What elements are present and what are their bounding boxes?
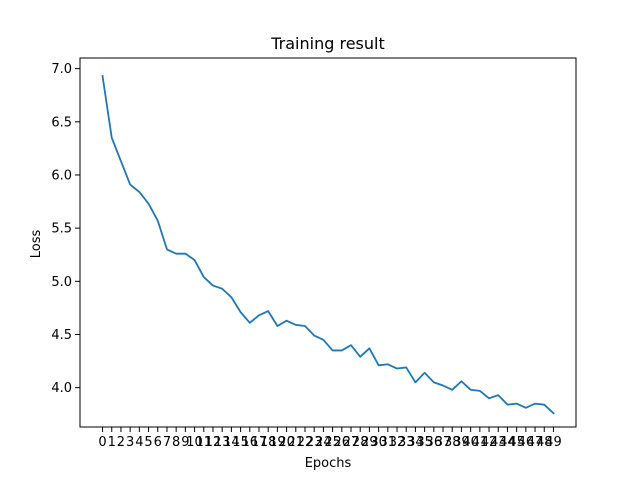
x-tick-label: 12 — [205, 435, 222, 450]
x-tick-label: 16 — [242, 435, 259, 450]
x-tick-label: 42 — [481, 435, 498, 450]
x-tick-label: 36 — [426, 435, 443, 450]
x-tick-label: 39 — [453, 435, 470, 450]
y-tick-label: 4.0 — [51, 381, 72, 396]
x-tick-label: 37 — [435, 435, 452, 450]
x-tick-label: 26 — [334, 435, 351, 450]
x-tick-label: 19 — [269, 435, 286, 450]
x-tick-label: 43 — [490, 435, 507, 450]
x-tick-label: 38 — [444, 435, 461, 450]
x-tick-label: 5 — [144, 435, 152, 450]
x-tick-label: 35 — [416, 435, 433, 450]
x-tick-label: 22 — [297, 435, 314, 450]
x-tick-label: 21 — [288, 435, 305, 450]
x-axis-ticks: 0 1 2 3 4 5 6 7 8 9101112131415161718192021222324… — [98, 427, 562, 450]
x-tick-label: 32 — [389, 435, 406, 450]
x-tick-label: 33 — [398, 435, 415, 450]
x-axis-label: Epochs — [305, 456, 352, 471]
x-tick-label: 17 — [251, 435, 268, 450]
y-tick-label: 7.0 — [51, 62, 72, 77]
y-tick-label: 6.0 — [51, 168, 72, 183]
x-tick-label: 40 — [462, 435, 479, 450]
x-tick-label: 34 — [407, 435, 424, 450]
x-tick-label: 29 — [361, 435, 378, 450]
x-tick-label: 25 — [324, 435, 341, 450]
y-axis-ticks: 7.0 6.5 6.0 5.5 5.0 4.5 4.0 — [51, 62, 80, 396]
x-tick-label: 8 — [172, 435, 180, 450]
x-tick-label: 44 — [499, 435, 516, 450]
series-layer — [101, 75, 555, 415]
x-tick-label: 9 — [181, 435, 189, 450]
x-tick-label: 14 — [223, 435, 240, 450]
y-axis-label: Loss — [29, 230, 44, 259]
x-tick-label: 18 — [260, 435, 277, 450]
x-tick-label: 6 — [154, 435, 162, 450]
x-tick-label: 23 — [306, 435, 323, 450]
x-tick-label: 49 — [545, 435, 562, 450]
x-tick-label: 24 — [315, 435, 332, 450]
x-tick-label: 4 — [135, 435, 143, 450]
x-tick-label: 20 — [278, 435, 295, 450]
x-tick-label: 27 — [343, 435, 360, 450]
x-tick-label: 10 — [186, 435, 203, 450]
x-tick-label: 2 — [117, 435, 125, 450]
chart-title: Training result — [270, 34, 384, 53]
x-tick-label: 46 — [518, 435, 535, 450]
y-tick-label: 5.0 — [51, 275, 72, 290]
x-tick-label: 30 — [370, 435, 387, 450]
loss-series-line — [101, 75, 555, 415]
x-tick-label: 28 — [352, 435, 369, 450]
y-tick-label: 5.5 — [51, 222, 72, 237]
x-tick-label: 11 — [195, 435, 212, 450]
x-tick-label: 45 — [508, 435, 525, 450]
x-tick-label: 31 — [380, 435, 397, 450]
x-tick-label: 3 — [126, 435, 134, 450]
y-tick-label: 4.5 — [51, 328, 72, 343]
y-tick-label: 6.5 — [51, 115, 72, 130]
x-tick-label: 13 — [214, 435, 231, 450]
x-tick-label: 47 — [527, 435, 544, 450]
x-tick-label: 48 — [536, 435, 553, 450]
plot-frame — [79, 57, 577, 428]
x-tick-label: 15 — [232, 435, 249, 450]
x-tick-label: 7 — [163, 435, 171, 450]
x-tick-label: 0 — [98, 435, 106, 450]
x-tick-label: 41 — [472, 435, 489, 450]
x-tick-label: 1 — [108, 435, 116, 450]
